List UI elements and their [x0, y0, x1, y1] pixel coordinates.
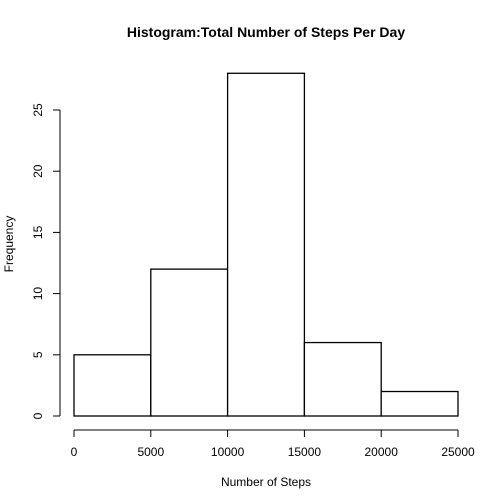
- histogram-bar-2: [150, 268, 229, 417]
- histogram-bar-3: [226, 72, 306, 417]
- chart-title: Histogram:Total Number of Steps Per Day: [127, 24, 405, 40]
- y-tick-label: 10: [31, 287, 45, 301]
- bars-group: [73, 72, 459, 417]
- histogram-bar-5: [380, 390, 459, 417]
- y-axis: 0 5 10 15 20 25: [31, 103, 61, 419]
- x-tick-label: 0: [71, 445, 78, 459]
- x-tick-label: 5000: [137, 445, 164, 459]
- y-tick-label: 15: [31, 225, 45, 239]
- y-tick-label: 20: [31, 164, 45, 178]
- y-tick-label: 25: [31, 103, 45, 117]
- y-axis-label: Frequency: [2, 216, 16, 273]
- x-tick-label: 15000: [288, 445, 322, 459]
- x-tick-label: 10000: [211, 445, 245, 459]
- x-tick-label: 20000: [365, 445, 399, 459]
- x-axis: 0 5000 10000 15000 20000 25000: [71, 429, 475, 459]
- histogram-bar-4: [303, 341, 382, 417]
- x-axis-label: Number of Steps: [221, 475, 311, 489]
- histogram-bar-1: [73, 354, 152, 417]
- y-tick-label: 5: [31, 351, 45, 358]
- x-tick-label: 25000: [441, 445, 475, 459]
- y-tick-label: 0: [31, 412, 45, 419]
